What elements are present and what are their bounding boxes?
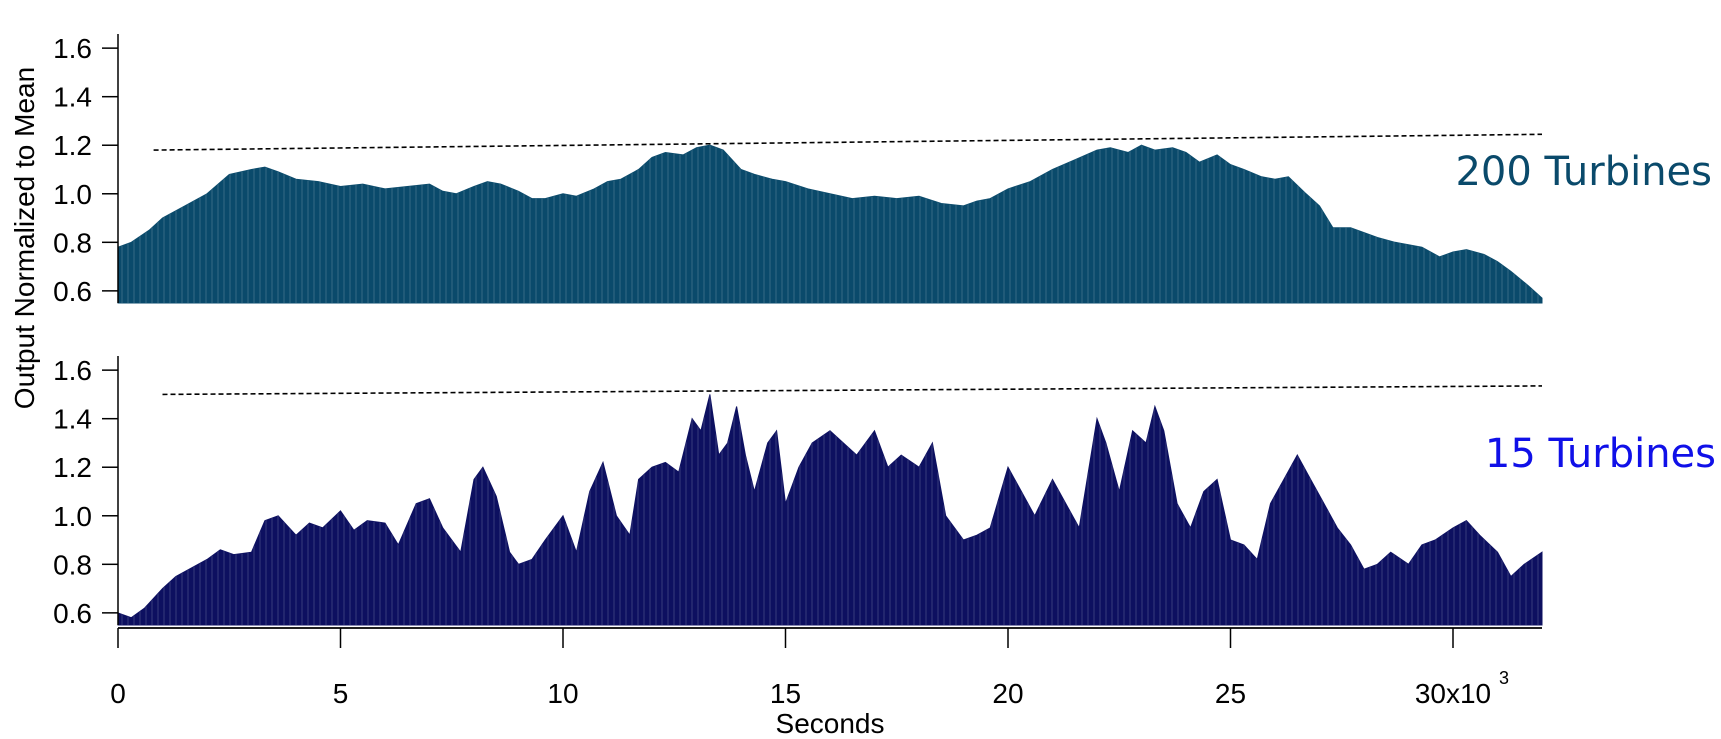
x-tick-label: 20	[992, 678, 1023, 709]
x-axis-title: Seconds	[776, 708, 885, 739]
y-tick-label: 1.2	[53, 452, 92, 483]
x-tick-label: 0	[110, 678, 126, 709]
x-tick-label: 10	[547, 678, 578, 709]
series-area	[117, 394, 1543, 626]
reference-line	[153, 133, 1543, 151]
y-tick-label: 1.4	[53, 404, 92, 435]
x-tick-label: 25	[1215, 678, 1246, 709]
y-tick-label: 1.0	[53, 501, 92, 532]
panel-2: 0.6 0.8 1.0 1.2 1.4 1.6 15 Turbines	[53, 355, 1716, 629]
y-tick-label: 1.6	[53, 355, 92, 386]
panels-layer: 0.6 0.8 1.0 1.2 1.4 1.6 200 Turbines 0.6 0.8 1.0 1…	[53, 33, 1716, 629]
y-tick-label: 1.4	[53, 82, 92, 113]
y-tick-label: 0.6	[53, 276, 92, 307]
y-tick-label: 1.0	[53, 179, 92, 210]
y-axis-title: Output Normalized to Mean	[9, 67, 40, 409]
series-area	[117, 144, 1543, 304]
panel-1: 0.6 0.8 1.0 1.2 1.4 1.6 200 Turbines	[53, 33, 1712, 307]
y-tick-label: 1.6	[53, 33, 92, 64]
x-tick-label: 5	[333, 678, 349, 709]
panel-label: 15 Turbines	[1485, 431, 1716, 477]
y-tick-label: 1.2	[53, 130, 92, 161]
x-tick-exponent: 3	[1499, 668, 1509, 688]
x-tick-label: 15	[770, 678, 801, 709]
x-tick-label: 30x10	[1415, 678, 1491, 709]
reference-line	[162, 385, 1543, 396]
y-tick-label: 0.8	[53, 549, 92, 580]
x-axis: 0 5 10 15 20 25 30x10 3	[110, 627, 1542, 709]
y-tick-label: 0.8	[53, 227, 92, 258]
panel-label: 200 Turbines	[1455, 149, 1712, 195]
y-tick-label: 0.6	[53, 598, 92, 629]
